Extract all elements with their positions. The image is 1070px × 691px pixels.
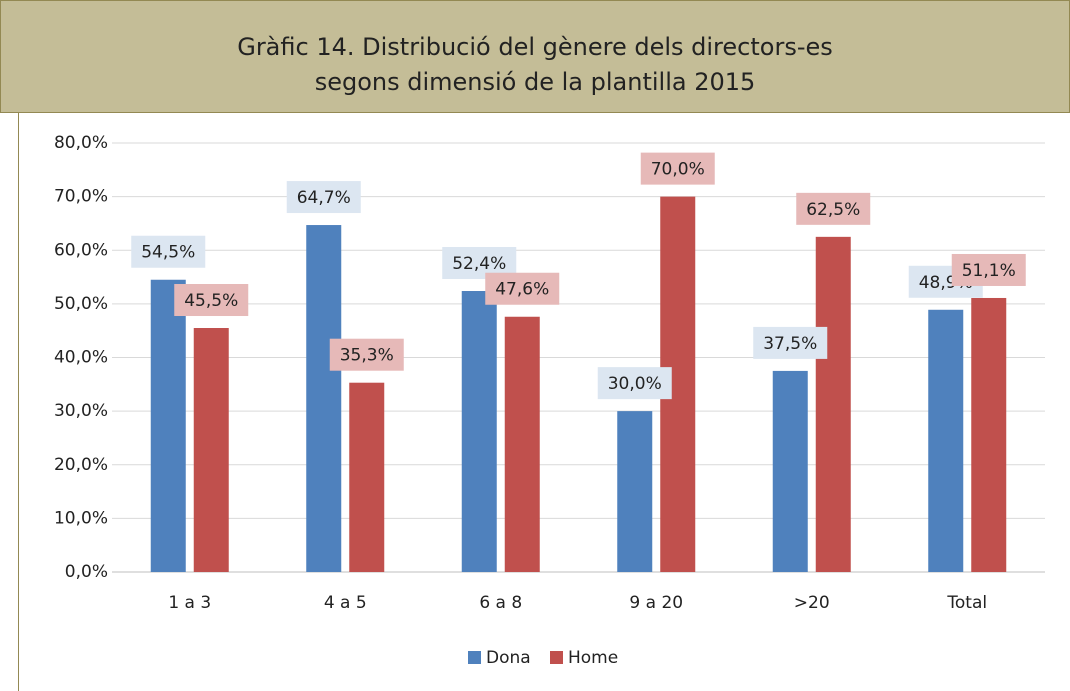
bar: [349, 382, 385, 572]
data-label-bg: [951, 253, 1026, 286]
x-tick-label: Total: [946, 593, 987, 613]
x-tick-label: >20: [794, 593, 830, 613]
data-label: 51,1%: [962, 261, 1016, 281]
y-tick-label: 0,0%: [65, 562, 108, 582]
bar: [193, 328, 229, 572]
data-label: 52,4%: [452, 254, 506, 274]
title-band: [0, 0, 1070, 113]
bar: [928, 309, 964, 572]
y-tick-label: 70,0%: [54, 187, 108, 207]
bar: [504, 316, 540, 572]
legend-swatch: [550, 651, 563, 664]
y-tick-label: 80,0%: [54, 133, 108, 153]
y-tick-label: 60,0%: [54, 240, 108, 260]
data-label: 37,5%: [763, 334, 817, 354]
y-tick-label: 50,0%: [54, 294, 108, 314]
data-label-bg: [485, 272, 560, 305]
bar: [772, 370, 808, 572]
data-label-bg: [753, 326, 828, 359]
bar: [461, 291, 497, 572]
chart-title: Gràfic 14. Distribució del gènere dels d…: [237, 33, 833, 61]
legend-swatch: [468, 651, 481, 664]
chart-title: segons dimensió de la plantilla 2015: [315, 68, 756, 96]
data-label-bg: [174, 284, 249, 317]
data-label-bg: [796, 192, 871, 225]
x-tick-label: 4 a 5: [324, 593, 367, 613]
data-label-bg: [131, 235, 206, 268]
bar: [815, 236, 851, 572]
x-tick-label: 1 a 3: [168, 593, 211, 613]
x-tick-label: 9 a 20: [629, 593, 683, 613]
data-label: 47,6%: [495, 280, 549, 300]
data-label: 30,0%: [608, 374, 662, 394]
data-label-bg: [286, 181, 361, 214]
bar: [617, 411, 653, 572]
data-label: 35,3%: [340, 346, 394, 366]
data-label: 45,5%: [184, 291, 238, 311]
data-label: 62,5%: [806, 200, 860, 220]
y-tick-label: 40,0%: [54, 348, 108, 368]
legend-label: Home: [568, 648, 618, 668]
y-tick-label: 20,0%: [54, 455, 108, 475]
y-tick-label: 30,0%: [54, 401, 108, 421]
data-label: 64,7%: [297, 188, 351, 208]
bar: [971, 297, 1007, 572]
x-tick-label: 6 a 8: [479, 593, 522, 613]
bar: [150, 279, 186, 572]
data-label-bg: [329, 338, 404, 371]
legend-label: Dona: [486, 648, 531, 668]
data-label-bg: [597, 367, 672, 400]
data-label-bg: [640, 152, 715, 185]
data-label: 54,5%: [141, 243, 195, 263]
bar: [306, 225, 342, 572]
y-tick-label: 10,0%: [54, 508, 108, 528]
data-label: 70,0%: [651, 160, 705, 180]
